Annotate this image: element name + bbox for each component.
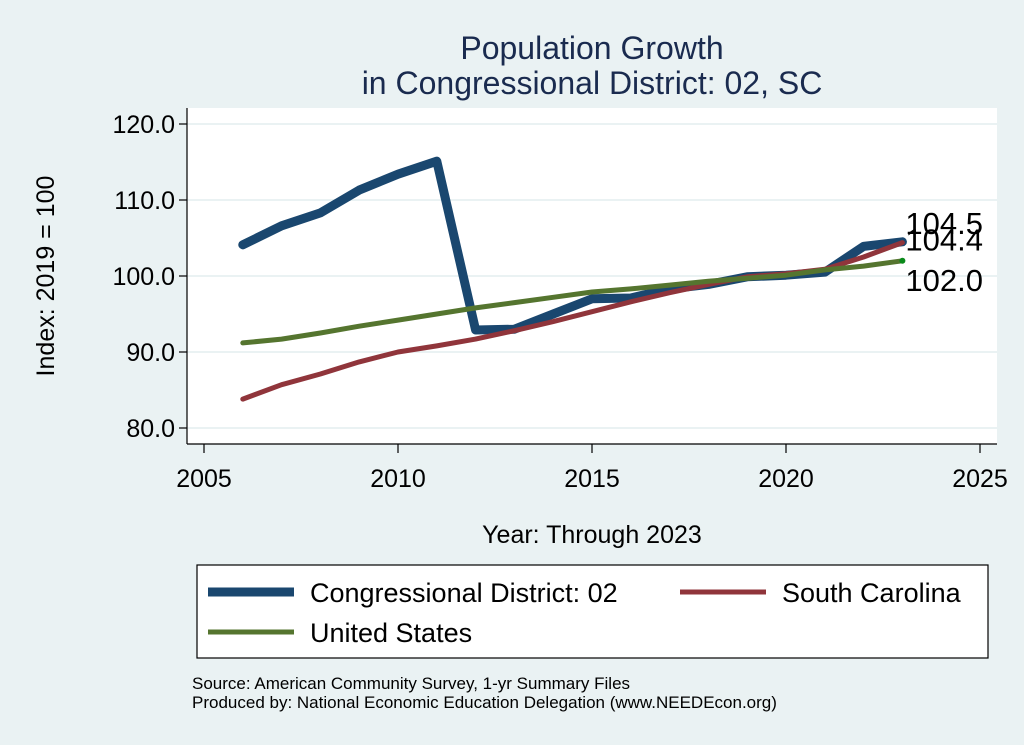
legend: Congressional District: 02 South Carolin… — [196, 564, 989, 659]
chart-title-line-2: in Congressional District: 02, SC — [362, 65, 823, 101]
y-axis: 80.0 90.0 100.0 110.0 120.0 — [112, 108, 188, 444]
x-tick-label: 2005 — [176, 465, 232, 493]
chart-title-line-1: Population Growth — [460, 30, 723, 66]
y-tick-label: 100.0 — [112, 263, 175, 291]
legend-box — [196, 564, 989, 659]
producer-note: Produced by: National Economic Education… — [192, 693, 777, 712]
legend-label-united-states: United States — [310, 618, 472, 648]
y-tick-label: 120.0 — [112, 111, 175, 139]
legend-label-congressional-district: Congressional District: 02 — [310, 578, 618, 608]
series-lines — [238, 156, 907, 402]
x-tick-label: 2020 — [758, 465, 814, 493]
y-axis-title: Index: 2019 = 100 — [32, 176, 60, 377]
y-tick-label: 80.0 — [126, 415, 175, 443]
end-point-marker — [899, 257, 906, 264]
x-tick-label: 2015 — [564, 465, 620, 493]
end-label: 102.0 — [905, 263, 983, 298]
x-axis-title: Year: Through 2023 — [482, 521, 702, 549]
end-label: 104.4 — [905, 223, 983, 258]
legend-label-south-carolina: South Carolina — [782, 578, 962, 608]
x-tick-label: 2010 — [370, 465, 426, 493]
end-label: 104.5 — [905, 206, 983, 241]
series-line-united-states — [240, 258, 905, 346]
source-note: Source: American Community Survey, 1-yr … — [192, 674, 630, 693]
y-tick-label: 90.0 — [126, 339, 175, 367]
x-tick-label: 2025 — [952, 465, 1008, 493]
x-axis: 2005 2010 2015 2020 2025 — [176, 443, 1008, 493]
y-tick-label: 110.0 — [114, 187, 175, 215]
gridlines — [187, 123, 997, 429]
